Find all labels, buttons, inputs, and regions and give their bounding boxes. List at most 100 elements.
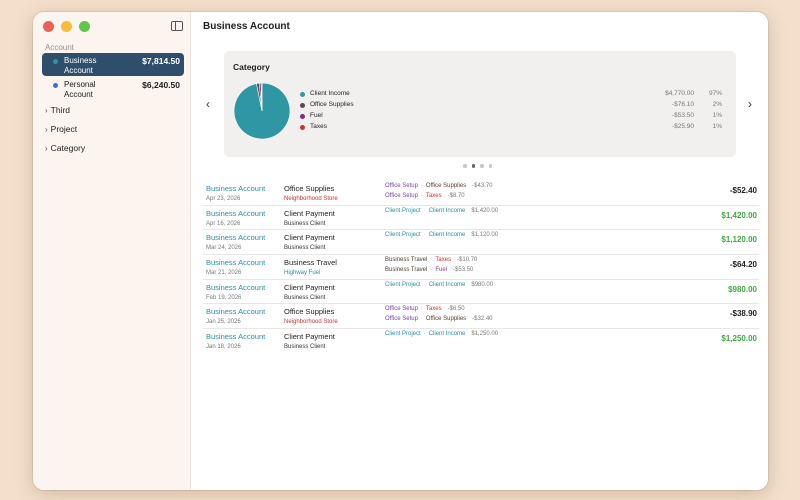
sidebar-group-category[interactable]: › Category (45, 143, 85, 153)
transaction-row[interactable]: Business Account Jan 25, 2026 Office Suppl… (203, 304, 759, 330)
split-category[interactable]: Office Supplies (425, 183, 467, 189)
sidebar-group-third[interactable]: › Third (45, 105, 70, 115)
previous-chart-button[interactable]: ‹ (206, 97, 210, 111)
close-window-button[interactable] (43, 21, 54, 32)
legend-swatch (300, 103, 305, 108)
transaction-row[interactable]: Business Account Mar 21, 2026 Business Tra… (203, 255, 759, 280)
split-category[interactable]: Taxes (425, 306, 442, 313)
transaction-row[interactable]: Business Account Apr 23, 2026 Office Suppl… (203, 181, 759, 206)
split-tag[interactable]: Office Setup (385, 306, 418, 313)
transaction-row[interactable]: Business Account Apr 16, 2026 Client Payme… (203, 206, 759, 231)
sidebar-account-personal[interactable]: Personal Account $6,240.50 (42, 77, 184, 100)
split-line: Client Project · Client Income $980.00 (385, 282, 605, 292)
sidebar-section-label: Account (45, 43, 74, 52)
zoom-window-button[interactable] (79, 21, 90, 32)
legend-label: Client Income (310, 90, 350, 97)
legend-label: Office Supplies (310, 101, 354, 108)
split-tag[interactable]: Client Project (385, 232, 421, 239)
split-tag[interactable]: Business Travel (385, 257, 428, 264)
transaction-list: Business Account Apr 23, 2026 Office Suppl… (203, 181, 759, 354)
split-separator: · (423, 207, 426, 214)
transaction-date: Feb 19, 2026 (206, 294, 242, 301)
split-tag[interactable]: Client Project (385, 281, 421, 288)
split-amount: -$53.50 (453, 267, 474, 274)
split-separator: · (420, 183, 423, 189)
split-separator: · (423, 331, 426, 338)
transaction-payee: Office Supplies (284, 307, 335, 317)
split-amount: -$43.70 (472, 183, 493, 189)
transaction-amount: $1,120.00 (721, 235, 757, 245)
transaction-payee: Business Travel (284, 258, 337, 268)
group-label: Category (50, 143, 86, 153)
split-tag[interactable]: Client Project (385, 331, 421, 338)
split-line: Office Setup · Office Supplies -$32.40 (385, 316, 605, 326)
legend-amount: -$25.90 (671, 123, 694, 130)
split-tag[interactable]: Office Setup (385, 316, 418, 323)
sidebar-toggle-icon[interactable] (171, 21, 183, 31)
transaction-account[interactable]: Business Account (206, 282, 266, 292)
transaction-account[interactable]: Business Account (206, 208, 266, 218)
main-content: Business Account ‹ › Category Client Inc… (191, 12, 768, 490)
transaction-splits: Client Project · Client Income $1,120.00 (385, 232, 605, 242)
transaction-row[interactable]: Business Account Jan 18, 2026 Client Payme… (203, 329, 759, 354)
transaction-splits: Office Setup · Taxes -$6.50 Office Setup · Off… (385, 306, 605, 326)
split-tag[interactable]: Business Travel (385, 267, 428, 274)
split-amount: $1,420.00 (471, 207, 499, 214)
transaction-splits: Business Travel · Taxes -$10.70 Business Tra… (385, 257, 605, 277)
next-chart-button[interactable]: › (748, 97, 752, 111)
chart-page-indicator[interactable] (463, 164, 492, 168)
app-window: Account Business Account $7,814.50 Perso… (33, 12, 768, 490)
split-category[interactable]: Client Income (428, 207, 466, 214)
transaction-payee: Client Payment (284, 208, 335, 218)
split-category[interactable]: Client Income (428, 281, 466, 288)
split-line: Business Travel · Taxes -$10.70 (385, 257, 605, 267)
transaction-date: Jan 18, 2026 (206, 344, 241, 351)
split-category[interactable]: Office Supplies (425, 316, 467, 323)
legend-row-client-income: Client Income $4,770.00 97% (300, 90, 728, 101)
transaction-splits: Client Project · Client Income $1,250.00 (385, 331, 605, 341)
group-label: Project (50, 124, 78, 134)
split-separator: · (430, 257, 433, 264)
split-tag[interactable]: Office Setup (385, 193, 418, 199)
split-category[interactable]: Taxes (425, 193, 442, 199)
transaction-account[interactable]: Business Account (206, 233, 266, 243)
transaction-amount: -$38.90 (729, 309, 757, 319)
chevron-right-icon: › (45, 105, 48, 115)
transaction-payee: Office Supplies (284, 184, 335, 193)
split-separator: · (423, 232, 426, 239)
legend-swatch (300, 92, 305, 97)
account-color-dot (53, 83, 58, 88)
split-line: Client Project · Client Income $1,120.00 (385, 232, 605, 242)
legend-row-taxes: Taxes -$25.90 1% (300, 123, 728, 134)
transaction-account[interactable]: Business Account (206, 258, 266, 268)
split-tag[interactable]: Office Setup (385, 183, 418, 189)
transaction-amount: $980.00 (728, 284, 757, 294)
page-dot[interactable] (480, 164, 484, 168)
split-tag[interactable]: Client Project (385, 207, 421, 214)
split-separator: · (420, 193, 423, 199)
transaction-account[interactable]: Business Account (206, 332, 266, 342)
split-category[interactable]: Client Income (428, 331, 466, 338)
legend-percent: 2% (712, 101, 722, 108)
legend-amount: -$76.10 (671, 101, 694, 108)
transaction-account[interactable]: Business Account (206, 184, 266, 193)
transaction-account[interactable]: Business Account (206, 307, 266, 317)
page-dot[interactable] (471, 164, 475, 168)
transaction-subtitle: Neighborhood Store (284, 319, 338, 326)
split-category[interactable]: Taxes (435, 257, 452, 264)
transaction-row[interactable]: Business Account Mar 24, 2026 Client Payme… (203, 230, 759, 256)
sidebar-account-business[interactable]: Business Account $7,814.50 (42, 53, 184, 76)
page-dot[interactable] (463, 164, 467, 168)
split-category[interactable]: Fuel (435, 267, 448, 274)
page-dot[interactable] (488, 164, 492, 168)
account-name: Business Account (64, 56, 97, 75)
split-separator: · (420, 316, 423, 323)
split-separator: · (420, 306, 423, 313)
transaction-row[interactable]: Business Account Feb 19, 2026 Client Payme… (203, 280, 759, 305)
account-name: Personal Account (64, 80, 96, 99)
category-pie-chart (233, 82, 291, 140)
sidebar-group-project[interactable]: › Project (45, 124, 77, 134)
minimize-window-button[interactable] (61, 21, 72, 32)
transaction-splits: Office Setup · Office Supplies -$43.70 Offic… (385, 183, 605, 203)
split-category[interactable]: Client Income (428, 232, 466, 239)
